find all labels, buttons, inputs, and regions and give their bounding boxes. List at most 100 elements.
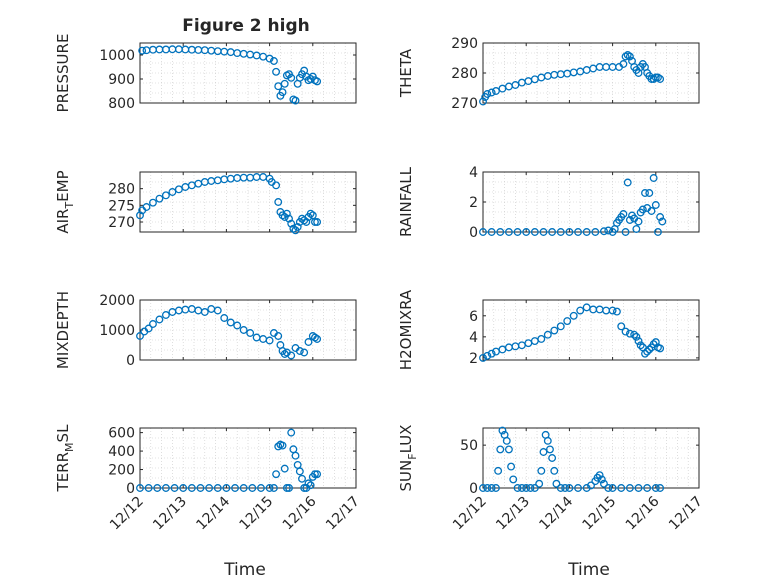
y-axis-label-main: PRESSURE <box>54 34 72 113</box>
data-point <box>574 484 582 492</box>
data-point <box>632 225 641 233</box>
data-series <box>136 305 322 360</box>
data-point <box>643 347 652 356</box>
y-axis-label-suffix: SL <box>54 424 72 443</box>
data-point <box>487 228 496 236</box>
data-point <box>265 484 274 492</box>
data-point <box>612 307 621 316</box>
y-axis-label-main: H2OMIXRA <box>397 289 415 370</box>
data-point <box>220 314 229 322</box>
data-point <box>645 345 654 354</box>
data-point <box>595 471 604 480</box>
data-point <box>651 484 660 492</box>
data-point <box>248 484 257 492</box>
data-point <box>550 326 559 335</box>
figure-title: Figure 2 high <box>182 16 310 36</box>
data-point <box>142 203 151 211</box>
data-series <box>479 303 665 362</box>
y-tick-label: 900 <box>108 72 135 88</box>
y-axis-label: THETA <box>397 48 415 98</box>
data-point <box>617 322 626 331</box>
data-point <box>504 445 513 454</box>
data-point <box>257 484 265 492</box>
data-point <box>600 479 608 488</box>
subplot-sun: 12/12 12/13 12/14 12/15 12/16 12/17 0 50 SUNFLUX <box>397 425 706 534</box>
data-point <box>287 351 296 360</box>
data-point <box>576 306 585 315</box>
data-point <box>239 326 248 334</box>
data-point <box>574 228 582 236</box>
subplot-terr: 12/12 12/13 12/14 12/15 12/16 12/17 0 200 400 600… <box>54 424 363 533</box>
x-tick-label: 12/13 <box>493 494 533 534</box>
data-point <box>548 228 557 236</box>
data-point <box>530 228 539 236</box>
data-point <box>187 484 196 492</box>
data-point <box>155 194 164 203</box>
y-tick-label: 50 <box>460 438 478 454</box>
data-point <box>546 445 554 454</box>
data-point <box>246 329 255 337</box>
data-point <box>278 211 287 220</box>
data-point <box>300 348 309 357</box>
data-point <box>168 188 177 196</box>
axes-box <box>482 42 700 104</box>
data-point <box>511 81 520 89</box>
data-point <box>280 464 289 473</box>
data-point <box>239 484 248 492</box>
data-point <box>293 223 302 231</box>
data-point <box>656 213 665 221</box>
y-tick-label: 275 <box>108 198 135 214</box>
data-point <box>483 90 492 98</box>
data-point <box>487 349 496 358</box>
y-tick-label: 1000 <box>99 323 135 339</box>
data-point <box>313 335 322 343</box>
data-point <box>479 228 487 236</box>
data-point <box>492 484 500 492</box>
data-point <box>502 436 511 445</box>
data-point <box>565 228 574 236</box>
data-point <box>265 336 274 345</box>
data-point <box>291 96 300 105</box>
y-tick-label: 800 <box>108 96 135 112</box>
y-tick-label: 270 <box>108 215 135 231</box>
data-point <box>656 484 665 492</box>
data-point <box>561 484 570 492</box>
data-point <box>153 484 162 492</box>
subplot-mixdepth: 0 1000 2000 MIXDEPTH <box>54 291 357 369</box>
data-series <box>136 428 322 492</box>
data-point <box>287 219 296 228</box>
data-point <box>552 479 561 488</box>
x-tick-label: 12/12 <box>107 494 147 534</box>
data-point <box>494 466 503 475</box>
x-tick-label: 12/16 <box>623 493 663 533</box>
data-point <box>604 484 613 492</box>
y-axis-label-main: MIXDEPTH <box>54 291 72 369</box>
data-point <box>619 210 628 218</box>
data-point <box>621 327 630 336</box>
data-point <box>608 484 617 492</box>
data-point <box>556 484 565 492</box>
data-point <box>643 484 652 492</box>
data-point <box>287 428 296 437</box>
x-tick-label: 12/16 <box>280 493 320 533</box>
data-point <box>656 344 665 353</box>
data-point <box>526 484 535 492</box>
data-point <box>231 484 239 492</box>
y-axis-label: H2OMIXRA <box>397 289 415 370</box>
data-point <box>291 451 300 460</box>
x-tick-label: 12/17 <box>323 494 363 534</box>
data-point <box>625 484 634 492</box>
data-point <box>654 228 662 236</box>
data-point <box>313 470 322 479</box>
data-point <box>138 46 147 55</box>
axes-box <box>482 427 700 489</box>
data-point <box>565 484 574 492</box>
data-point <box>272 470 281 479</box>
x-axis-label-left: Time <box>223 560 266 580</box>
data-point <box>274 332 283 340</box>
data-point <box>582 228 591 236</box>
data-point <box>625 329 634 338</box>
y-axis-label: MIXDEPTH <box>54 291 72 369</box>
data-point <box>641 189 649 197</box>
